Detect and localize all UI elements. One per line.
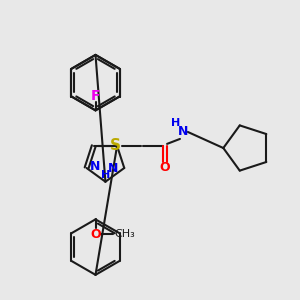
Text: N: N [90, 160, 101, 172]
Text: N: N [108, 161, 118, 175]
Text: O: O [160, 161, 170, 174]
Text: S: S [110, 138, 121, 153]
Text: H: H [101, 170, 110, 180]
Text: N: N [178, 125, 188, 139]
Text: O: O [90, 228, 101, 241]
Text: CH₃: CH₃ [115, 229, 136, 239]
Text: H: H [171, 118, 181, 128]
Text: F: F [91, 89, 100, 103]
